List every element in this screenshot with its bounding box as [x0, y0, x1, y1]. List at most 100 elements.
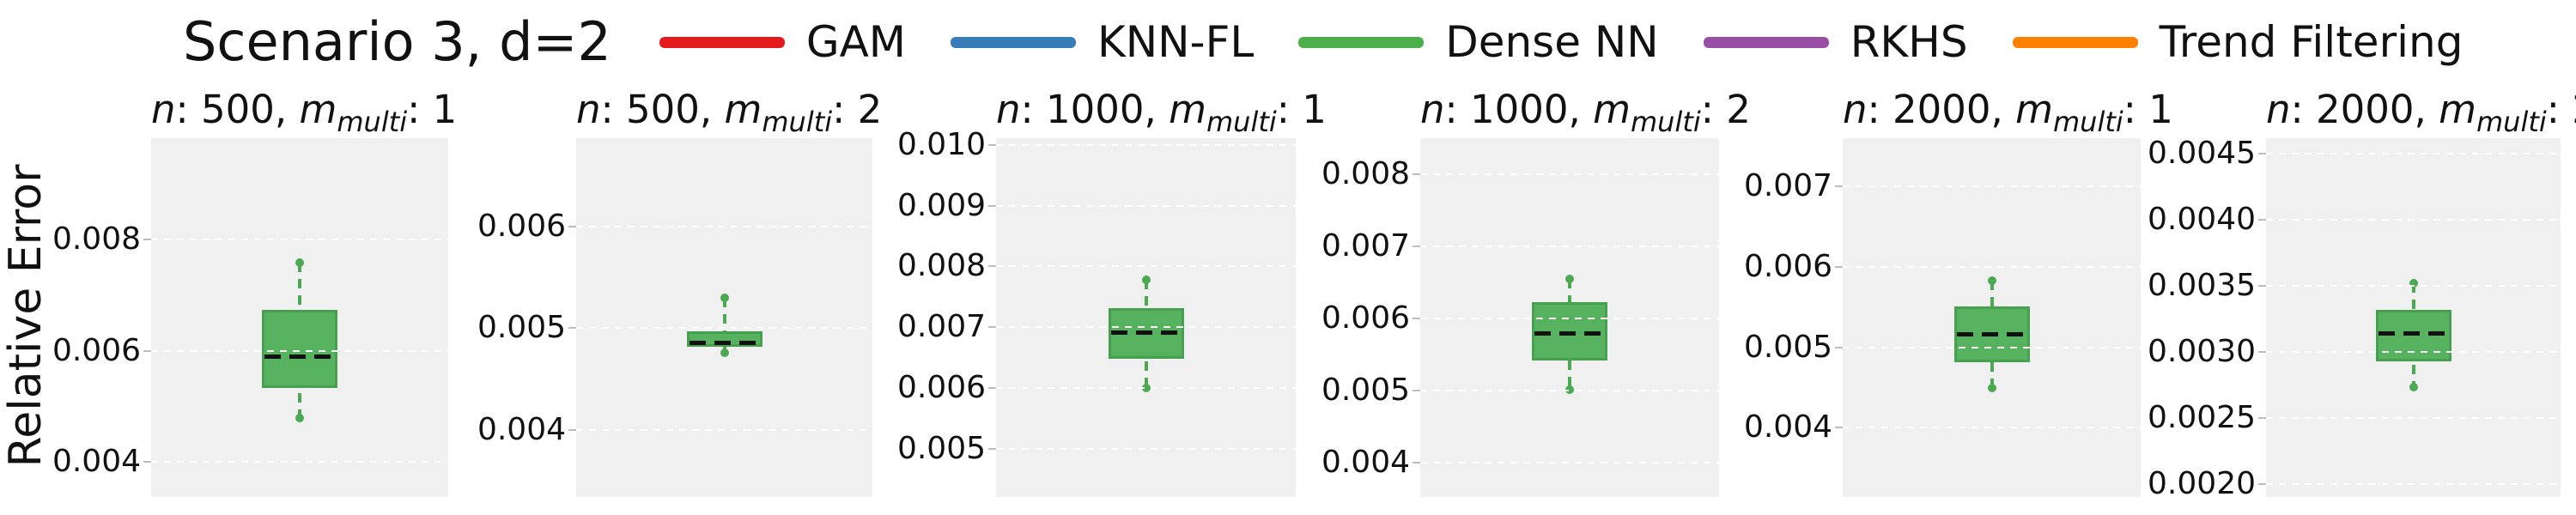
gridline: [2266, 482, 2561, 485]
title-n-symbol: n: [2266, 87, 2291, 132]
title-separator: :: [600, 87, 626, 132]
title-m-value: 1: [432, 87, 458, 132]
title-separator: ,: [1568, 87, 1594, 132]
y-tick-label: 0.007: [896, 309, 986, 345]
title-separator: ,: [1144, 87, 1170, 132]
title-m-value: 2: [2572, 87, 2576, 132]
y-tick-label: 0.008: [896, 248, 986, 284]
title-n-symbol: n: [1420, 87, 1445, 132]
legend-label: Trend Filtering: [2159, 17, 2464, 67]
y-tick-label: 0.007: [1743, 168, 1832, 204]
legend-item: RKHS: [1703, 17, 1968, 67]
title-m-subscript: multi: [2052, 106, 2123, 138]
title-m-symbol: m: [2439, 87, 2476, 132]
box-iqr: [2375, 309, 2451, 361]
title-m-subscript: multi: [1206, 106, 1277, 138]
title-n-symbol: n: [151, 87, 176, 132]
legend-label: KNN-FL: [1097, 17, 1255, 67]
y-tick-label: 0.0045: [2148, 136, 2256, 172]
title-m-subscript: multi: [762, 106, 833, 138]
gridline: [2266, 416, 2561, 419]
y-tick-label: 0.006: [896, 370, 986, 406]
title-separator: :: [1020, 87, 1046, 132]
legend-swatch-line: [1703, 36, 1829, 48]
title-separator: :: [1700, 87, 1727, 132]
y-tick-label: 0.0040: [2148, 202, 2256, 238]
legend: GAM KNN-FL Dense NN RKHS Trend Filtering: [659, 17, 2464, 67]
whisker-low-dot: [1565, 385, 1574, 394]
y-tick-mark: [568, 226, 576, 228]
gridline: [576, 428, 872, 431]
y-tick-mark: [1835, 346, 1843, 348]
legend-label: GAM: [805, 17, 906, 67]
y-tick-mark: [1413, 245, 1420, 248]
median-dashed-line: [1110, 330, 1182, 335]
plot-area: [151, 138, 448, 497]
box-iqr: [1953, 306, 2030, 362]
y-tick-label: 0.005: [896, 431, 986, 467]
y-tick-mark: [1413, 390, 1420, 392]
gridline: [1420, 245, 1719, 248]
whisker-line: [1568, 279, 1571, 390]
title-separator: ,: [699, 87, 725, 132]
median-dashed-line: [1956, 332, 2027, 337]
gridline: [576, 226, 872, 228]
whisker-low-dot: [295, 413, 304, 422]
title-m-symbol: m: [1169, 87, 1206, 132]
plot-area: [996, 138, 1296, 497]
gridline: [2266, 153, 2561, 155]
y-tick-mark: [1835, 265, 1843, 268]
median-dashed-line: [264, 354, 335, 360]
y-tick-label: 0.005: [1743, 329, 1832, 365]
title-m-symbol: m: [2015, 87, 2053, 132]
y-tick-mark: [2258, 350, 2266, 353]
title-n-value: 500: [201, 87, 275, 132]
title-separator: :: [1444, 87, 1470, 132]
gridline: [1420, 462, 1719, 464]
gridline: [1843, 346, 2141, 348]
y-tick-mark: [2258, 416, 2266, 419]
gridline: [1843, 427, 2141, 429]
whisker-line: [722, 297, 726, 353]
title-m-subscript: multi: [337, 106, 408, 138]
legend-item: Trend Filtering: [2012, 17, 2464, 67]
y-tick-mark: [988, 326, 996, 329]
box-iqr: [1532, 301, 1607, 361]
gridline: [2266, 285, 2561, 288]
y-tick-label: 0.008: [1321, 156, 1410, 192]
title-m-symbol: m: [1593, 87, 1631, 132]
gridline: [2266, 350, 2561, 353]
gridline: [996, 387, 1296, 390]
y-tick-mark: [568, 428, 576, 431]
y-tick-label: 0.007: [1321, 228, 1410, 264]
title-n-symbol: n: [1843, 87, 1868, 132]
whisker-high-dot: [1565, 275, 1574, 283]
title-separator: :: [407, 87, 433, 132]
title-m-subscript: multi: [2476, 106, 2547, 138]
title-separator: :: [1867, 87, 1893, 132]
gridline: [151, 349, 448, 352]
whisker-high-dot: [720, 293, 729, 302]
gridline: [1420, 318, 1719, 320]
title-m-value: 1: [2148, 87, 2173, 132]
title-m-symbol: m: [724, 87, 762, 132]
title-n-value: 500: [626, 87, 700, 132]
gridline: [151, 461, 448, 464]
y-tick-mark: [2258, 153, 2266, 155]
y-tick-label: 0.0035: [2148, 268, 2256, 304]
title-separator: :: [175, 87, 201, 132]
legend-swatch-line: [950, 36, 1076, 48]
title-n-symbol: n: [996, 87, 1021, 132]
y-tick-label: 0.005: [1321, 373, 1410, 409]
y-tick-mark: [988, 204, 996, 207]
whisker-high-dot: [1987, 276, 1996, 285]
subplot-title: n: 2000, mmulti: 2: [2266, 86, 2576, 138]
y-tick-label: 0.006: [1321, 300, 1410, 336]
gridline: [2266, 219, 2561, 221]
title-m-subscript: multi: [1630, 106, 1701, 138]
title-m-symbol: m: [299, 87, 337, 132]
y-tick-label: 0.0020: [2148, 465, 2256, 501]
y-tick-label: 0.004: [1743, 409, 1832, 445]
plot-area: [576, 138, 872, 497]
title-n-value: 2000: [1893, 87, 1991, 132]
